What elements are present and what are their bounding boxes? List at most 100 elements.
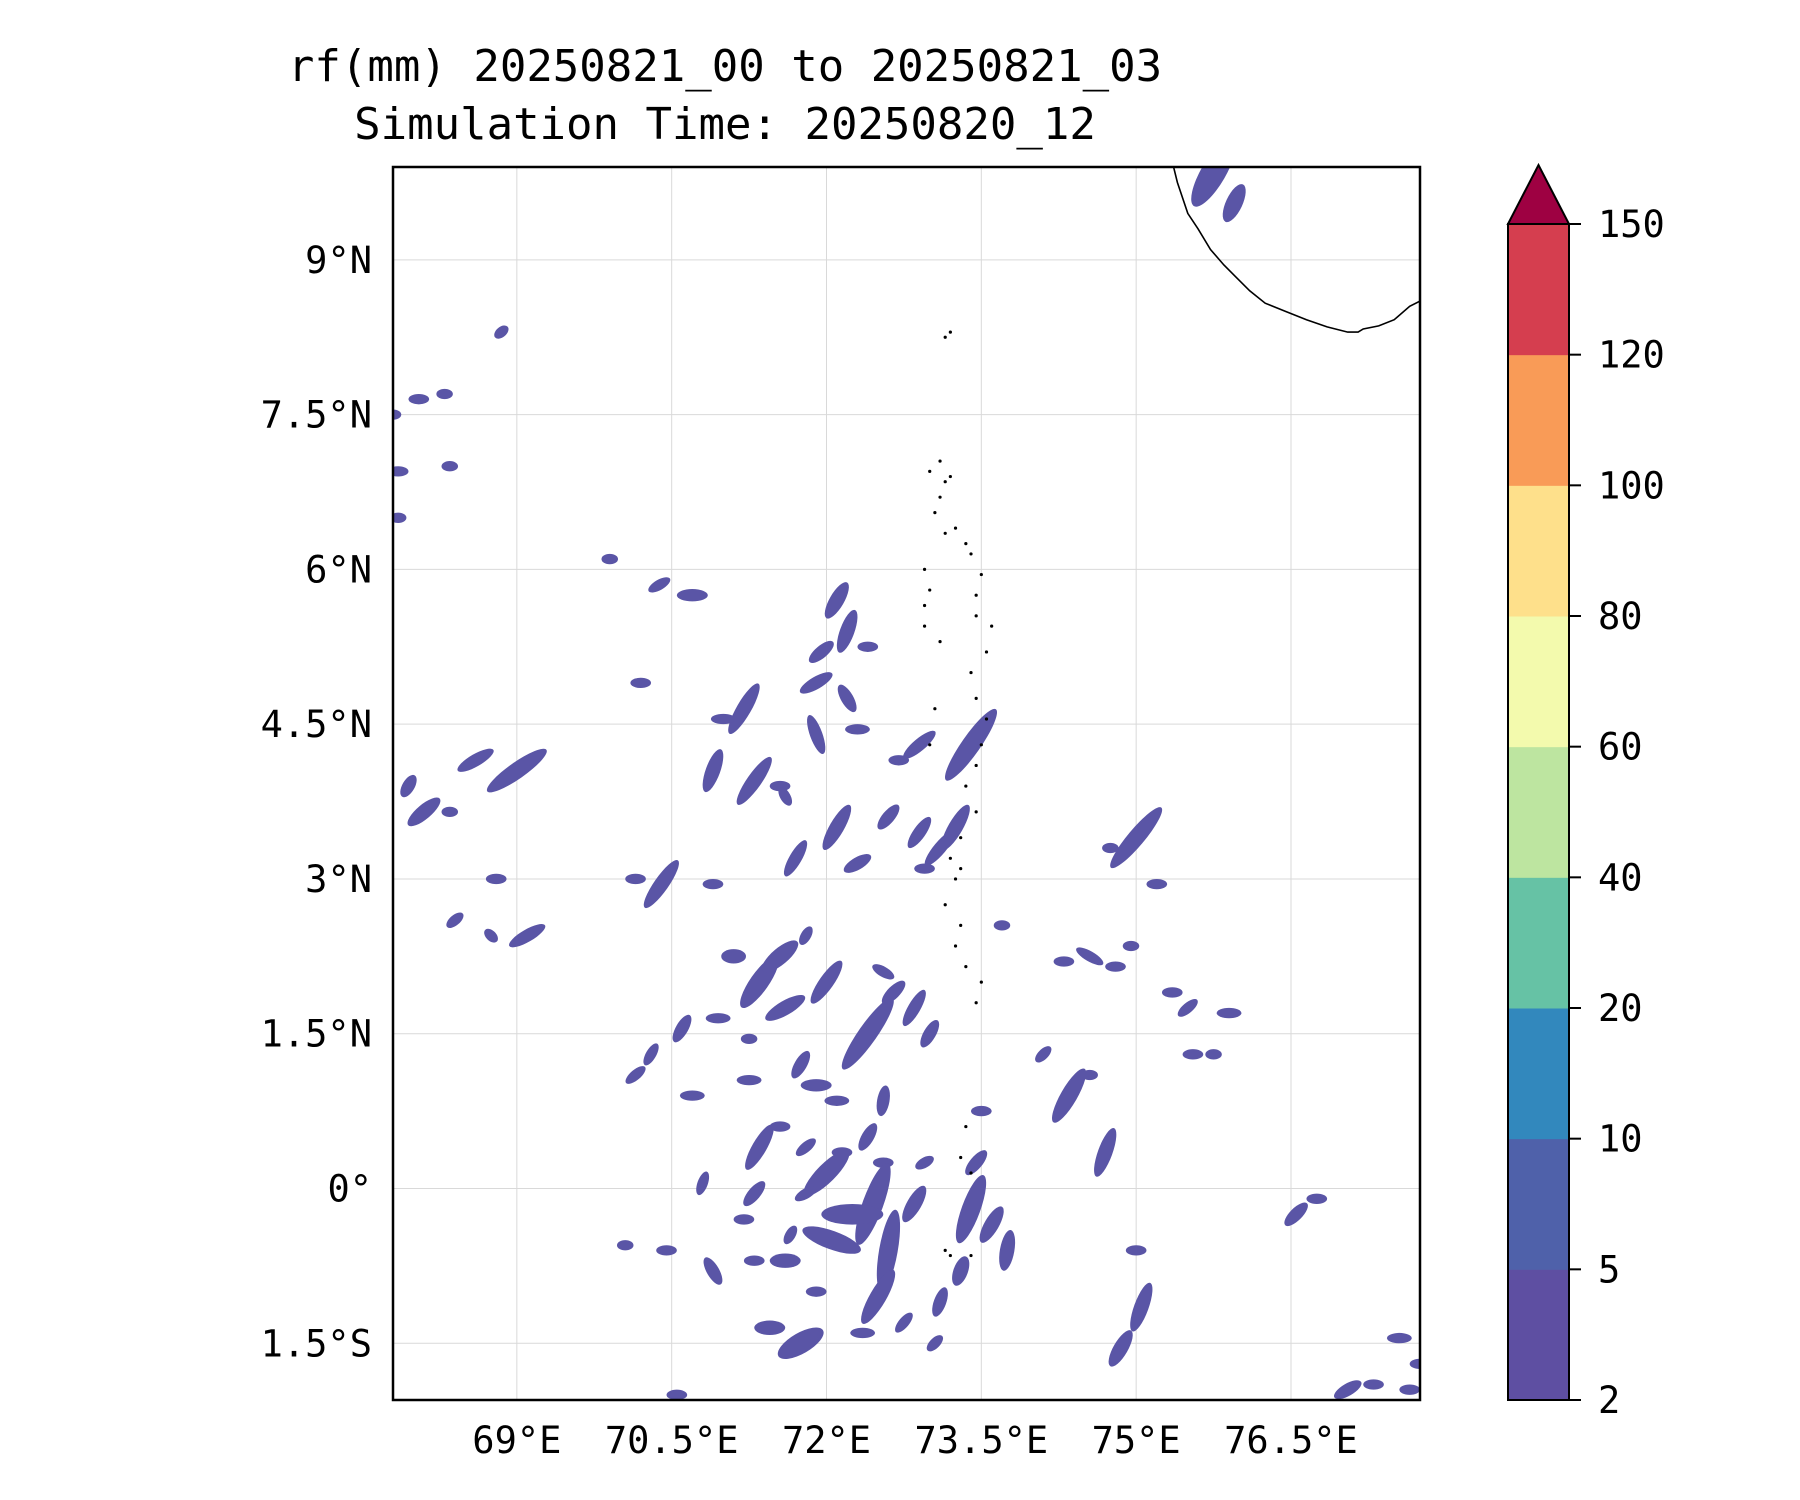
rain-cell [1306, 1193, 1328, 1204]
rain-cell [855, 1163, 891, 1245]
rain-cell [857, 641, 879, 652]
rain-cell [702, 749, 724, 793]
colorbar-label: 100 [1598, 464, 1665, 507]
island-dot [974, 763, 978, 768]
rain-cell [845, 724, 870, 735]
rain-cell [721, 949, 746, 964]
island-dot [953, 944, 958, 948]
rain-cell [457, 748, 494, 772]
island-dot [938, 459, 942, 463]
island-dot [974, 810, 978, 814]
rain-cell [876, 1209, 901, 1292]
rain-cell [807, 714, 826, 755]
colorbar-label: 10 [1598, 1118, 1643, 1161]
rain-cell [740, 1033, 758, 1045]
island-dot [953, 877, 958, 881]
colorbar-segment [1508, 485, 1569, 617]
island-dot [928, 469, 932, 473]
island-dot [959, 836, 963, 840]
colorbar: 2 5 10 20 40 60 80 100 120 150 [1506, 162, 1665, 1422]
colorbar-label: 40 [1598, 856, 1643, 899]
rain-cell [920, 1019, 940, 1048]
y-tick-label: 0° [327, 1167, 372, 1210]
rain-cell [802, 1226, 861, 1254]
rain-cell [1146, 878, 1168, 890]
rain-cell [821, 1203, 884, 1225]
island-dot [928, 588, 932, 592]
colorbar-segment [1508, 877, 1569, 1009]
island-dot [969, 1171, 973, 1175]
rain-cell [705, 1013, 731, 1024]
rain-cell [1399, 1384, 1420, 1395]
rain-cell [999, 1230, 1016, 1271]
rain-cell [1222, 184, 1246, 223]
island-dot [943, 335, 947, 339]
colorbar-label: 60 [1598, 726, 1643, 769]
rain-cell [728, 683, 760, 734]
colorbar-label: 80 [1598, 595, 1643, 638]
rain-cell [795, 1138, 816, 1157]
rainfall-field [393, 167, 1420, 1400]
gridlines [393, 167, 1420, 1400]
colorbar-segment [1508, 1008, 1569, 1140]
rain-cell [824, 582, 849, 619]
rain-cell [630, 677, 652, 689]
colorbar-segment [1508, 1269, 1569, 1401]
rain-cell [907, 816, 932, 849]
rain-cell [1333, 1380, 1362, 1400]
rain-cell [656, 1245, 677, 1256]
island-dot [974, 593, 978, 597]
rain-cell [861, 1269, 896, 1324]
rain-cell [446, 912, 464, 928]
island-dot [933, 511, 937, 515]
island-dot [979, 980, 983, 984]
coastline [922, 167, 1420, 1258]
rain-cell [979, 1206, 1004, 1243]
y-tick-label: 4.5°N [261, 703, 372, 746]
colorbar-segment [1508, 746, 1569, 878]
rain-cell [1363, 1379, 1384, 1390]
rain-cell [736, 1074, 762, 1086]
rain-cell [1102, 842, 1119, 854]
colorbar-label: 5 [1598, 1248, 1620, 1291]
rain-cell [822, 804, 852, 850]
rain-cell [696, 1171, 710, 1196]
rain-cell [1122, 940, 1140, 952]
island-dot [959, 923, 963, 927]
island-dot [979, 743, 983, 747]
colorbar-label: 20 [1598, 987, 1643, 1030]
rain-cell [643, 1043, 659, 1066]
rain-cell [761, 940, 799, 973]
island-dot [974, 614, 978, 618]
island-dot [974, 696, 978, 700]
colorbar-label: 150 [1598, 203, 1665, 246]
colorbar-segment [1508, 354, 1569, 486]
island-dot [922, 624, 927, 628]
rain-cell [1094, 1127, 1117, 1177]
colorbar-segment [1508, 1138, 1569, 1270]
rain-cell [625, 1066, 646, 1084]
y-tick-label: 9°N [305, 239, 372, 282]
rain-cell [932, 1287, 948, 1317]
island-dot [964, 542, 968, 546]
rain-cell [676, 589, 708, 602]
y-tick-label: 7.5°N [261, 394, 372, 437]
island-dot [953, 526, 958, 530]
colorbar-frame [1507, 223, 1570, 1401]
rain-cell [945, 708, 998, 781]
rain-cell [777, 1327, 824, 1359]
x-tick-label: 69°E [472, 1419, 561, 1462]
rain-cell [393, 466, 409, 477]
island-dot [922, 567, 927, 572]
rain-cell [800, 1079, 832, 1092]
chart-subtitle: Simulation Time: 20250820_12 [354, 99, 1096, 150]
x-tick-label: 76.5°E [1224, 1419, 1358, 1462]
rain-cell [902, 1185, 927, 1223]
rain-cell [769, 1253, 801, 1268]
island-dot [959, 867, 963, 871]
rain-cell [733, 1214, 755, 1225]
y-tick-label: 1.5°S [261, 1322, 372, 1365]
island-dot [979, 572, 983, 577]
rain-cell [1076, 947, 1104, 966]
rain-cell [1161, 987, 1183, 998]
